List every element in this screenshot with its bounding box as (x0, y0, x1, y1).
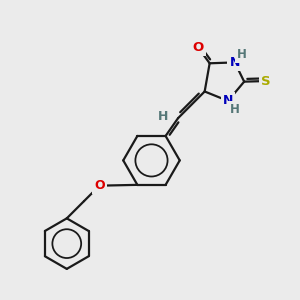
Text: N: N (230, 56, 240, 69)
Text: H: H (158, 110, 168, 123)
Text: O: O (193, 41, 204, 54)
Text: N: N (223, 94, 233, 107)
Text: S: S (261, 75, 270, 88)
Text: H: H (230, 103, 239, 116)
Text: O: O (94, 179, 105, 192)
Text: H: H (237, 48, 247, 61)
